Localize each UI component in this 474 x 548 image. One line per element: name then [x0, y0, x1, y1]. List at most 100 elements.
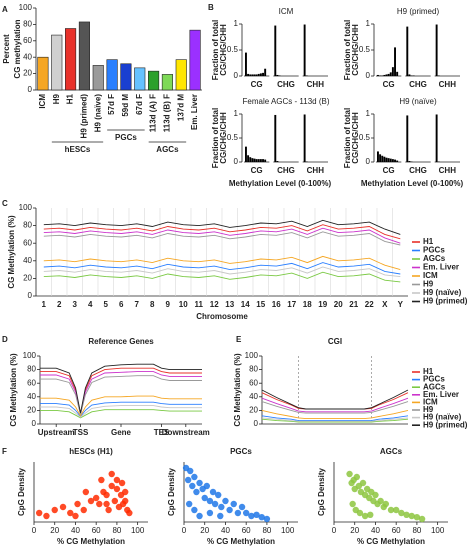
y-tick-label: 40: [23, 256, 32, 265]
y-tick-label: 80: [23, 221, 32, 230]
point: [263, 515, 271, 523]
x-tick-label: H1: [66, 93, 75, 104]
point: [253, 511, 260, 518]
x-tick-label: 18: [303, 300, 312, 309]
y-axis-label: Percent: [2, 34, 11, 64]
y-axis-label: CG/CHG/CHH: [219, 24, 228, 76]
point: [238, 503, 246, 511]
bar: [134, 67, 146, 91]
panel-letter: B: [208, 3, 214, 12]
chart-panel: 0 0.5 1 Fraction of total CG/CHG/CHH Female A…: [211, 97, 331, 188]
bar: [106, 59, 118, 91]
point: [203, 482, 210, 490]
x-axis-label: % CG Methylation: [207, 537, 275, 546]
y-tick-label: 1: [234, 19, 239, 28]
x-tick-label: 11: [195, 300, 204, 309]
y-axis-label: CG Methylation (%): [233, 353, 242, 427]
legend-label: H9 (primed): [423, 297, 468, 306]
y-tick-label: 0.5: [227, 45, 239, 54]
point: [103, 500, 110, 508]
context-label: CHH: [307, 80, 325, 89]
y-tick-label: 80: [23, 20, 32, 29]
x-tick-label: 16: [272, 300, 281, 309]
point: [398, 509, 405, 517]
point: [242, 509, 250, 517]
point: [356, 509, 364, 517]
bar: [245, 146, 247, 162]
bar: [408, 161, 411, 162]
series-line: [43, 219, 401, 235]
bar: [387, 158, 390, 162]
bar: [259, 73, 262, 76]
y-axis-label: CG/CHG/CHH: [351, 112, 360, 164]
bar: [249, 157, 252, 162]
x-tick-label: 17: [287, 300, 296, 309]
bar: [276, 74, 279, 76]
y-tick-label: 100: [19, 3, 33, 12]
legend-label: AGCs: [423, 254, 446, 263]
series-line: [261, 418, 409, 423]
context-label: CHG: [409, 166, 427, 175]
bar: [396, 160, 399, 162]
y-tick-label: 0.5: [227, 133, 239, 142]
x-tick-label: Em. Liver: [190, 94, 199, 130]
y-tick-label: 60: [23, 36, 32, 45]
bar: [389, 72, 392, 76]
x-tick-label: 21: [349, 300, 358, 309]
point: [209, 488, 217, 496]
x-axis-label: Chromosome: [196, 312, 248, 321]
point: [211, 500, 219, 508]
legend-label: H9 (naïve): [423, 413, 462, 422]
panel-letter: D: [2, 335, 8, 344]
legend-label: H9 (naïve): [423, 288, 462, 297]
y-axis-label: Fraction of total: [211, 108, 220, 168]
bar: [262, 159, 264, 162]
context-label: CHG: [409, 80, 427, 89]
context-label: CG: [251, 80, 263, 89]
x-tick-label: 137d M: [176, 94, 185, 121]
chart-title: H9 (naïve): [399, 97, 437, 106]
series-line: [40, 409, 202, 419]
context-label: CHG: [277, 166, 295, 175]
y-tick-label: 100: [245, 351, 259, 360]
bar: [389, 158, 392, 162]
series-line: [43, 255, 401, 271]
y-axis-label: CG Methylation (%): [9, 353, 18, 427]
bar: [51, 34, 63, 91]
y-tick-label: 60: [27, 378, 36, 387]
point: [349, 500, 356, 508]
y-tick-label: 0.5: [359, 45, 371, 54]
context-label: CHH: [439, 166, 457, 175]
bar: [377, 151, 379, 162]
point: [206, 497, 214, 505]
x-tick-label: 4: [88, 300, 93, 309]
bar: [379, 75, 382, 76]
bar: [161, 74, 173, 91]
point: [82, 488, 90, 496]
series-line: [261, 409, 409, 420]
point: [126, 509, 133, 517]
bar: [406, 115, 409, 162]
bar: [396, 71, 399, 76]
point: [184, 476, 192, 484]
bar: [148, 70, 160, 91]
bar: [37, 56, 49, 91]
x-tick-label: Y: [398, 300, 404, 309]
y-axis-label: CG Methylation (%): [7, 215, 16, 289]
panel-letter: E: [236, 335, 242, 344]
x-tick-label: 67d F: [135, 94, 144, 115]
point: [122, 497, 129, 505]
bar: [251, 158, 254, 162]
point: [418, 515, 426, 523]
bar: [274, 25, 277, 77]
point: [98, 476, 105, 484]
series-line: [43, 266, 401, 278]
panel-letter: A: [2, 5, 8, 14]
point: [193, 488, 200, 496]
x-tick-label: 10: [179, 300, 188, 309]
legend-label: ICM: [423, 398, 438, 407]
point: [353, 473, 360, 481]
point: [74, 500, 81, 508]
y-tick-label: 20: [27, 406, 36, 415]
